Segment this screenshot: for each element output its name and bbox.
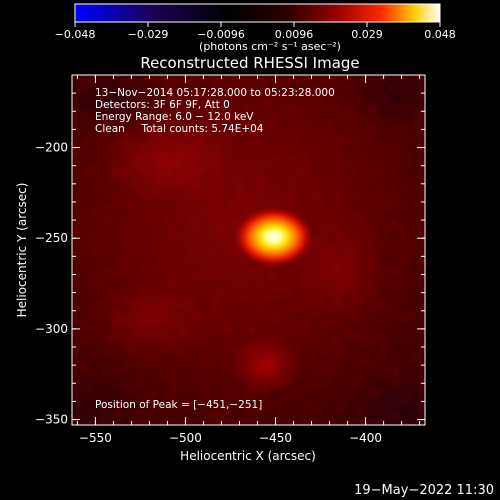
info-energy-range: Energy Range: 6.0 − 12.0 keV <box>95 111 254 123</box>
x-tick-label: −500 <box>169 431 202 445</box>
y-tick-label: −350 <box>35 413 68 427</box>
y-tick-label: −200 <box>35 141 68 155</box>
x-tick-label: −550 <box>79 431 112 445</box>
rhessi-image <box>72 75 425 425</box>
colorbar-tick-label: −0.029 <box>128 28 169 41</box>
y-axis: −200 −250 −300 −350 <box>35 74 425 427</box>
flare-source <box>233 207 314 268</box>
x-axis: −550 −500 −450 −400 <box>76 75 421 445</box>
plot-title: Reconstructed RHESSI Image <box>140 54 359 72</box>
timestamp: 19−May−2022 11:30 <box>354 483 494 498</box>
info-time-range: 13−Nov−2014 05:17:28.000 to 05:23:28.000 <box>95 87 335 99</box>
colorbar-tick-label: −0.0096 <box>197 28 245 41</box>
colorbar-tick-label: −0.048 <box>55 28 96 41</box>
y-tick-label: −300 <box>35 322 68 336</box>
colorbar-tick-label: 0.048 <box>424 28 456 41</box>
y-tick-label: −250 <box>35 231 68 245</box>
info-detectors: Detectors: 3F 6F 9F, Att 0 <box>95 99 230 111</box>
x-tick-label: −450 <box>259 431 292 445</box>
colorbar <box>74 3 441 23</box>
info-clean-counts: Clean Total counts: 5.74E+04 <box>95 123 264 135</box>
x-tick-label: −400 <box>349 431 382 445</box>
x-axis-label: Heliocentric X (arcsec) <box>180 449 316 463</box>
colorbar-tick-label: 0.029 <box>351 28 383 41</box>
peak-position-label: Position of Peak = [−451,−251] <box>95 399 262 411</box>
y-axis-label: Heliocentric Y (arcsec) <box>15 183 29 318</box>
colorbar-tick-label: 0.0096 <box>275 28 314 41</box>
colorbar-ticks: −0.048 −0.029 −0.0096 0.0096 0.029 0.048 <box>55 22 456 41</box>
info-block: 13−Nov−2014 05:17:28.000 to 05:23:28.000… <box>95 87 335 135</box>
colorbar-unit-label: (photons cm⁻² s⁻¹ asec⁻²) <box>199 40 341 53</box>
plot-frame <box>71 74 426 426</box>
